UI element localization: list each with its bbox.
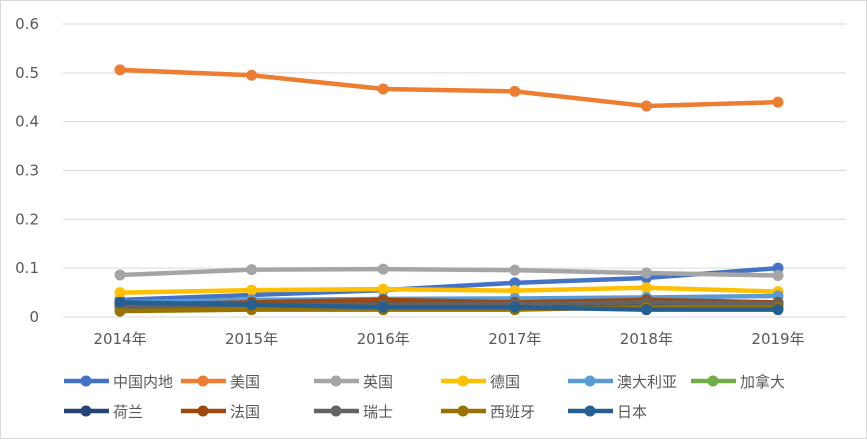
x-tick-label: 2019年 [751,330,804,348]
series-line [119,67,779,109]
x-tick-label: 2018年 [620,330,673,348]
data-point [509,264,521,276]
legend-label: 加拿大 [740,373,785,391]
x-tick-label: 2017年 [488,330,541,348]
data-point [509,85,521,97]
data-point [772,304,784,316]
legend-marker [330,375,342,387]
x-tick-label: 2014年 [93,330,146,348]
legend-marker [330,405,342,417]
series-1 [114,64,784,112]
series-2 [114,263,784,281]
legend-label: 荷兰 [113,403,143,421]
legend-marker [707,375,719,387]
legend-item: 荷兰 [64,403,143,421]
y-tick-label: 0.6 [15,15,39,33]
data-point [377,283,389,295]
data-point [114,305,126,317]
legend-label: 瑞士 [363,403,393,421]
legend-item: 西班牙 [441,403,535,421]
series-line [119,265,779,303]
data-point [640,282,652,294]
legend-label: 英国 [363,373,393,391]
legend-item: 日本 [568,403,647,421]
data-point [114,296,126,308]
legend-item: 美国 [181,373,260,391]
legend-label: 美国 [230,373,260,391]
data-point [640,267,652,279]
legend-item: 英国 [314,373,393,391]
legend-marker [584,405,596,417]
series-line [119,304,778,314]
y-tick-label: 0 [29,308,39,326]
legend-marker [457,375,469,387]
y-tick-label: 0.5 [15,64,39,82]
legend-label: 西班牙 [490,403,535,421]
legend-item: 加拿大 [691,373,785,391]
legend-label: 德国 [490,373,520,391]
series-line [119,293,779,305]
data-point [377,263,389,275]
series-line [119,300,778,312]
y-tick-label: 0.3 [15,162,39,180]
legend-label: 澳大利亚 [617,373,677,391]
legend-marker [197,405,209,417]
series-line [119,285,779,295]
x-tick-label: 2015年 [225,330,278,348]
legend-marker [584,375,596,387]
data-point [509,301,521,313]
legend-marker [457,405,469,417]
legend-item: 德国 [441,373,520,391]
series-10 [114,296,784,316]
legend-label: 日本 [617,403,647,421]
data-point [377,301,389,313]
data-point [246,299,258,311]
data-point [772,269,784,281]
data-point [509,277,521,289]
legend-marker [80,405,92,417]
y-tick-label: 0.4 [15,113,39,131]
data-point [246,264,258,276]
data-point [377,83,389,95]
data-point [246,69,258,81]
data-point [772,96,784,108]
x-tick-label: 2016年 [357,330,410,348]
legend-marker [80,375,92,387]
data-point [114,64,126,76]
data-point [640,100,652,112]
legend-item: 中国内地 [64,373,173,391]
data-point [246,284,258,296]
legend-item: 法国 [181,403,260,421]
legend-label: 法国 [230,403,260,421]
legend-item: 瑞士 [314,403,393,421]
legend-marker [197,375,209,387]
data-point [640,304,652,316]
series-line [119,266,779,278]
data-point [114,287,126,299]
y-tick-label: 0.1 [15,259,39,277]
data-point [509,285,521,297]
legend-label: 中国内地 [113,373,173,391]
legend-item: 澳大利亚 [568,373,677,391]
y-tick-label: 0.2 [15,210,39,228]
data-point [114,269,126,281]
